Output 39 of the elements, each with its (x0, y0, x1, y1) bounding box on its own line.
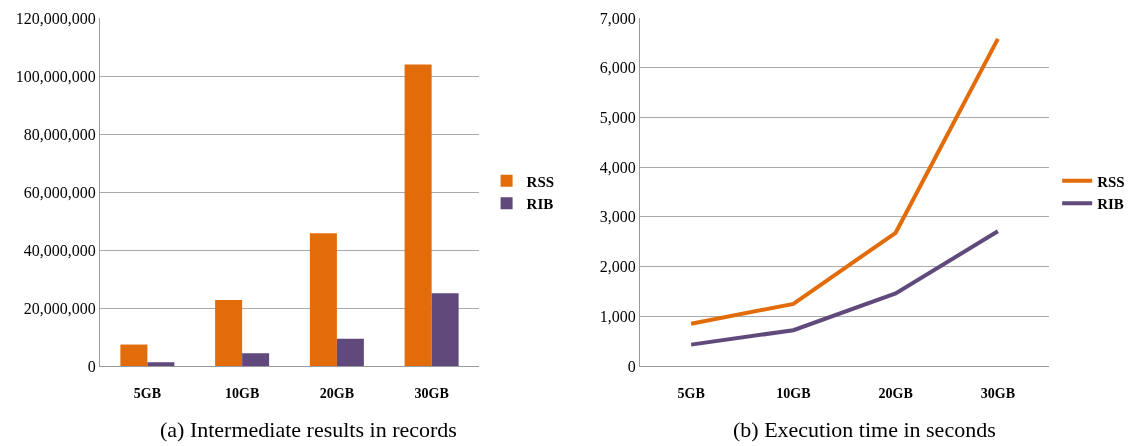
x-tick-label: 10GB (225, 385, 260, 401)
y-tick-label: 20,000,000 (23, 299, 96, 317)
y-tick-label: 120,000,000 (15, 9, 96, 27)
bar (242, 353, 270, 366)
y-tick-label: 1,000 (599, 307, 636, 325)
x-tick-label: 20GB (878, 385, 913, 401)
y-tick-label: 5,000 (599, 109, 636, 127)
y-tick-label: 0 (87, 357, 96, 375)
x-tick-label: 10GB (776, 385, 811, 401)
y-tick-label: 4,000 (599, 158, 636, 176)
x-tick-label: 20GB (319, 385, 354, 401)
legend-label: RIB (1097, 196, 1124, 213)
bar (431, 293, 459, 366)
legend-label: RSS (526, 173, 555, 190)
y-tick-label: 60,000,000 (23, 183, 96, 201)
y-tick-label: 0 (627, 357, 636, 375)
text: (b) Execution time in seconds (733, 417, 996, 442)
bar (120, 344, 148, 366)
legend-label: RIB (526, 196, 554, 213)
line-series (689, 36, 1000, 326)
bar (336, 338, 364, 366)
y-tick-label: 40,000,000 (23, 241, 96, 259)
legend-label: RSS (1097, 173, 1125, 190)
x-tick-label: 30GB (414, 385, 449, 401)
y-tick-label: 100,000,000 (15, 67, 96, 85)
y-tick-label: 7,000 (599, 9, 636, 27)
text: (a) Intermediate results in records (160, 417, 457, 442)
y-tick-label: 80,000,000 (23, 125, 96, 143)
y-tick-label: 3,000 (599, 208, 636, 226)
bar (404, 64, 432, 366)
line-series (689, 229, 1000, 347)
x-tick-label: 5GB (677, 385, 705, 401)
bar (215, 299, 243, 366)
y-tick-label: 2,000 (599, 258, 636, 276)
bar (147, 362, 175, 366)
x-tick-label: 5GB (133, 385, 161, 401)
y-tick-label: 6,000 (599, 59, 636, 77)
bar (309, 233, 337, 366)
x-tick-label: 30GB (980, 385, 1015, 401)
